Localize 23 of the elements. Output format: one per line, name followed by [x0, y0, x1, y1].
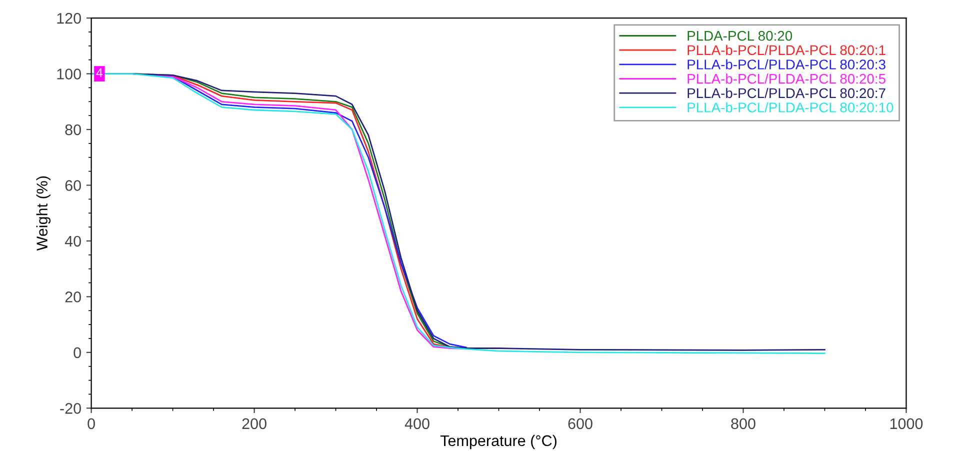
y-axis-title: Weight (%)	[36, 176, 51, 251]
y-tick-label: 60	[65, 180, 81, 191]
x-axis-title: Temperature (°C)	[440, 434, 556, 450]
legend-label: PLLA-b-PCL/PLDA-PCL 80:20:7	[688, 88, 886, 98]
y-tick-label: 80	[65, 124, 81, 136]
legend-label: PLLA-b-PCL/PLDA-PCL 80:20:5	[688, 74, 886, 84]
y-tick-label: -20	[60, 403, 81, 414]
x-tick-label: 400	[404, 418, 430, 430]
y-tick-label: 100	[57, 68, 81, 80]
legend-label: PLLA-b-PCL/PLDA-PCL 80:20:3	[688, 59, 886, 70]
y-tick-label: 0	[74, 347, 81, 358]
x-tick-label: 800	[731, 418, 756, 430]
y-tick-label: 120	[57, 12, 81, 24]
y-tick-label: 20	[65, 292, 81, 302]
legend-label: PLLA-b-PCL/PLDA-PCL 80:20:1	[688, 44, 886, 56]
x-tick-label: 0	[88, 418, 95, 430]
annotation: 4	[96, 68, 103, 78]
legend-label: PLLA-b-PCL/PLDA-PCL 80:20:10	[688, 102, 894, 112]
x-tick-label: 600	[568, 418, 592, 430]
y-tick-label: 40	[64, 236, 81, 247]
x-tick-label: 1000	[890, 418, 923, 430]
legend-label: PLDA-PCL 80:20	[688, 30, 792, 41]
x-tick-label: 200	[242, 418, 266, 430]
